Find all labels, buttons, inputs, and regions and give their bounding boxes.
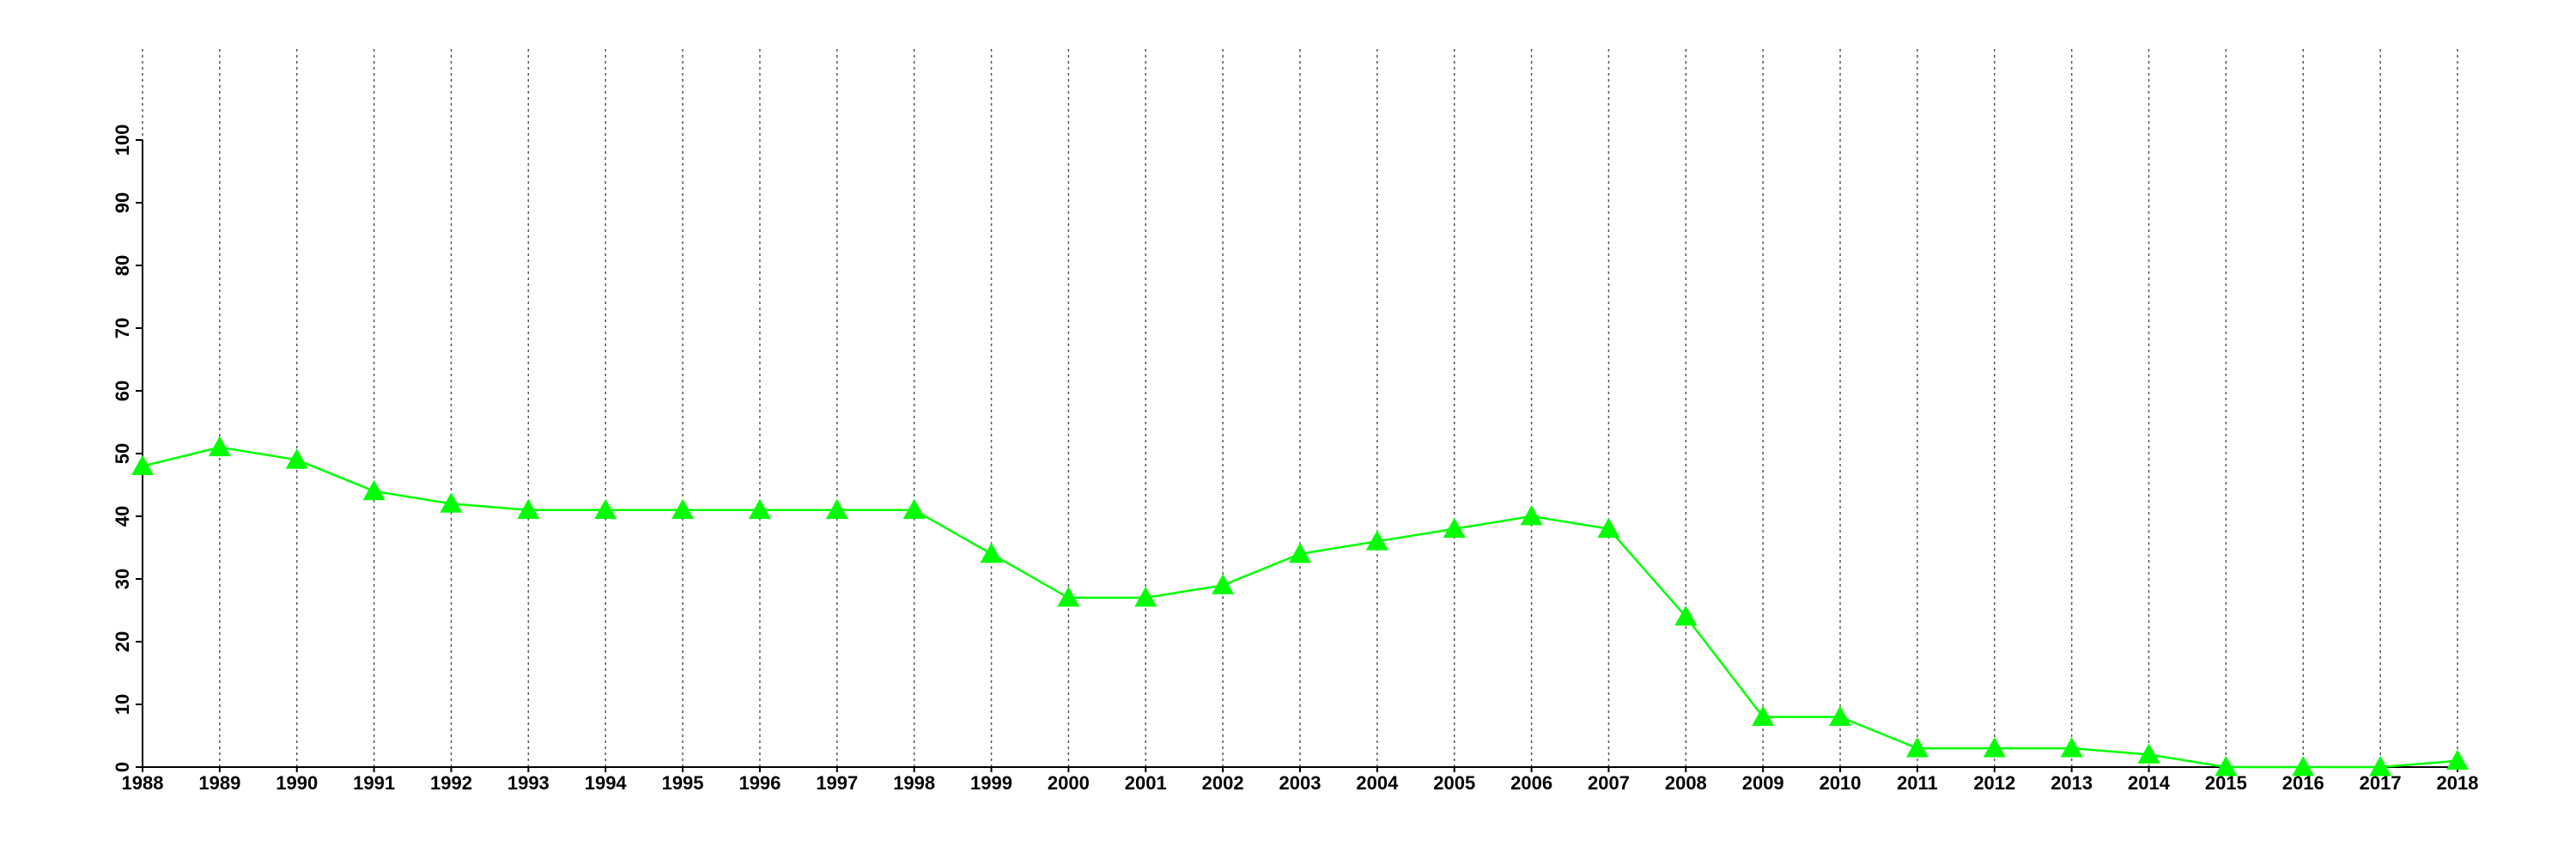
marker	[2215, 756, 2238, 777]
marker	[1289, 542, 1311, 564]
x-tick-label: 1997	[816, 772, 858, 794]
x-tick-label: 1994	[585, 772, 628, 794]
marker	[517, 498, 540, 520]
y-tick-label: 60	[112, 381, 133, 401]
x-tick-label: 2018	[2437, 772, 2479, 794]
y-tick-label: 50	[112, 443, 133, 464]
y-tick-label: 80	[112, 255, 133, 276]
x-tick-label: 2011	[1897, 772, 1938, 794]
x-tick-label: 2013	[2050, 772, 2093, 794]
x-tick-label: 2003	[1279, 772, 1321, 794]
x-tick-label: 2004	[1356, 772, 1399, 794]
marker	[594, 498, 617, 520]
x-tick-label: 2001	[1125, 772, 1167, 794]
y-tick-label: 90	[112, 192, 133, 213]
marker	[1674, 605, 1698, 626]
y-tick-label: 10	[112, 694, 133, 715]
x-tick-label: 2008	[1665, 772, 1707, 794]
x-tick-label: 1993	[507, 772, 550, 794]
marker	[1443, 517, 1466, 538]
marker	[1212, 574, 1235, 594]
marker	[362, 479, 386, 501]
marker	[2137, 743, 2160, 764]
x-tick-label: 1991	[353, 772, 395, 794]
x-tick-label: 1998	[893, 772, 935, 794]
y-tick-label: 40	[112, 506, 133, 527]
x-tick-label: 2002	[1202, 772, 1244, 794]
x-tick-label: 2009	[1742, 772, 1784, 794]
x-tick-label: 2005	[1433, 772, 1475, 794]
x-tick-label: 2012	[1973, 772, 2015, 794]
marker	[131, 454, 154, 475]
x-tick-label: 1990	[276, 772, 318, 794]
y-tick-label: 0	[112, 762, 133, 772]
marker	[1134, 586, 1157, 607]
x-tick-label: 2000	[1048, 772, 1090, 794]
marker	[2369, 756, 2392, 777]
x-tick-label: 1988	[122, 772, 164, 794]
x-tick-label: 1992	[430, 772, 472, 794]
marker	[1597, 517, 1620, 538]
marker	[2060, 737, 2083, 758]
marker	[980, 542, 1003, 564]
x-tick-label: 2014	[2128, 772, 2171, 794]
x-tick-label: 2006	[1510, 772, 1552, 794]
x-tick-label: 2007	[1588, 772, 1630, 794]
x-tick-label: 1989	[198, 772, 240, 794]
marker	[440, 492, 463, 513]
marker	[208, 436, 231, 457]
x-tick-label: 2010	[1820, 772, 1862, 794]
marker	[2292, 756, 2315, 777]
x-tick-label: 1996	[738, 772, 781, 794]
marker	[1365, 530, 1388, 551]
y-tick-label: 70	[112, 318, 133, 338]
marker	[671, 498, 695, 520]
y-tick-label: 30	[112, 569, 133, 589]
x-tick-label: 1999	[970, 772, 1012, 794]
marker	[1057, 586, 1080, 607]
marker	[285, 448, 308, 469]
marker	[902, 498, 926, 520]
marker	[2446, 749, 2469, 771]
marker	[825, 498, 848, 520]
marker	[748, 498, 771, 520]
marker	[1752, 705, 1775, 726]
marker	[1983, 737, 2006, 758]
marker	[1829, 705, 1852, 726]
y-tick-label: 100	[112, 125, 133, 156]
y-tick-label: 20	[112, 631, 133, 652]
marker	[1905, 737, 1929, 758]
marker	[1520, 505, 1543, 526]
x-tick-label: 1995	[662, 772, 704, 794]
